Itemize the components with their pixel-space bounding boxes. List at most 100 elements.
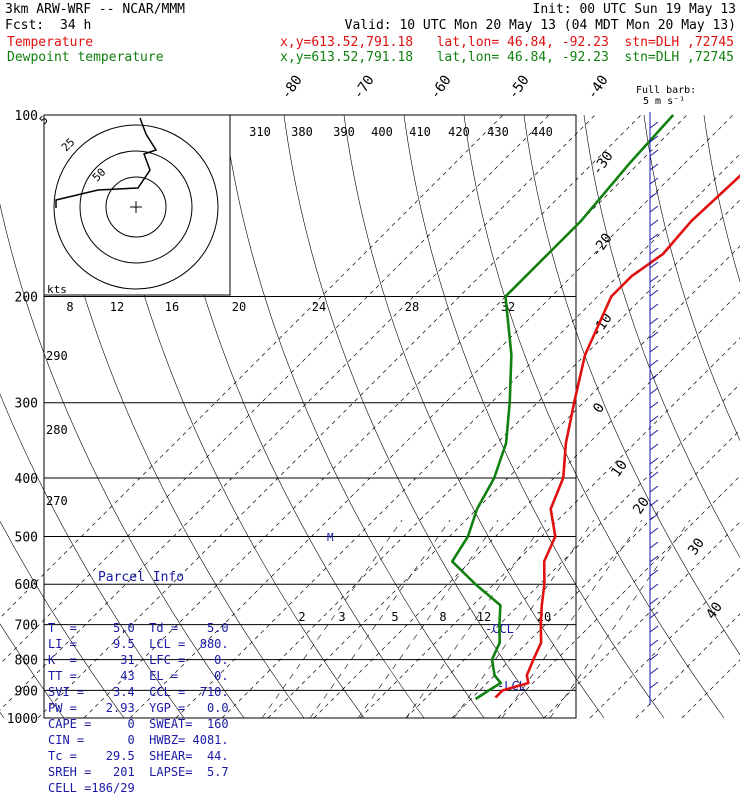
wind-barb	[649, 653, 659, 661]
wind-barb	[649, 317, 659, 325]
wind-barb	[649, 373, 659, 381]
skewt-grid	[0, 114, 740, 719]
temperature-label: Temperature	[7, 35, 94, 50]
wind-barb	[649, 569, 659, 577]
isotherm-line	[0, 114, 550, 665]
theta-label: 310	[249, 125, 271, 139]
wind-barb	[649, 303, 659, 311]
isotherm-label: -80	[278, 72, 306, 102]
wind-barbs	[649, 112, 659, 705]
dry-adiabat	[403, 114, 665, 719]
dry-adiabat	[463, 114, 725, 719]
parcel-info-row: PW = 2.93 YGP = 0.0	[48, 701, 229, 715]
mixing-ratio-label: 20	[537, 610, 551, 624]
mixing-ratio-label: 20	[232, 300, 246, 314]
theta-side-label: 280	[46, 423, 68, 437]
theta-label: 400	[371, 125, 393, 139]
wind-barb	[649, 527, 659, 535]
isotherm-label: -70	[350, 72, 378, 102]
dry-adiabat	[283, 114, 545, 719]
wind-barb	[649, 331, 659, 339]
isotherm-label: 20	[630, 494, 653, 517]
full-barb-unit: 5 m s⁻¹	[643, 96, 685, 107]
parcel-info-row: LI = 9.5 LCL = 880.	[48, 637, 229, 651]
full-barb-note: Full barb:	[636, 85, 696, 96]
mixing-ratio-label: 2	[298, 610, 305, 624]
wind-barb	[649, 583, 659, 591]
wind-barb	[649, 513, 659, 521]
mixing-ratio-line	[309, 519, 451, 719]
wind-barb	[649, 597, 659, 605]
mixing-ratio-label: 8	[439, 610, 446, 624]
isotherm-line	[0, 114, 596, 711]
wind-barb	[649, 289, 659, 297]
isotherm-line	[359, 337, 740, 719]
fcst-label: Fcst:	[5, 18, 45, 33]
wind-barb	[649, 611, 659, 619]
parcel-info-box: Parcel Info T = 5.0 Td = 5.0 LI = 9.5 LCL…	[48, 538, 234, 812]
dewpoint-trace	[450, 114, 675, 701]
theta-side-label: 290	[46, 349, 68, 363]
valid-time: Valid: 10 UTC Mon 20 May 13 (04 MDT Mon …	[344, 18, 736, 33]
isotherm-line	[221, 199, 740, 719]
pressure-tick-label: 900	[15, 684, 38, 699]
wind-barb	[649, 345, 659, 353]
pressure-tick-label: 400	[15, 472, 38, 487]
isotherm-label: 30	[685, 535, 708, 558]
isotherm-line	[313, 291, 740, 719]
mixing-ratio-line	[549, 519, 691, 719]
dry-adiabat	[643, 114, 740, 442]
pressure-tick-label: 800	[15, 654, 38, 669]
parcel-info-row: K = 31 LFC = 0.	[48, 653, 229, 667]
mixing-ratio-label: 16	[165, 300, 179, 314]
theta-label: 430	[487, 125, 509, 139]
theta-label: 420	[448, 125, 470, 139]
parcel-info-rows: T = 5.0 Td = 5.0 LI = 9.5 LCL = 880. K = 3…	[48, 620, 234, 796]
temperature-info: x,y=613.52,791.18 lat,lon= 46.84, -92.23…	[280, 35, 734, 50]
theta-label: 380	[291, 125, 313, 139]
dewpoint-info: x,y=613.52,791.18 lat,lon= 46.84, -92.23…	[280, 50, 734, 65]
dry-adiabat	[523, 114, 740, 656]
wind-barb	[649, 359, 659, 367]
pressure-tick-label: 700	[15, 619, 38, 634]
wind-barb	[649, 261, 659, 269]
pressure-tick-label: 100	[15, 109, 38, 124]
hodograph-ring	[79, 150, 193, 264]
isotherm-label: -20	[588, 230, 616, 260]
dry-adiabat	[703, 114, 740, 283]
dry-adiabat	[0, 203, 245, 719]
pressure-tick-label: 200	[15, 291, 38, 306]
dry-adiabat	[223, 114, 485, 719]
wind-barb	[649, 457, 659, 465]
isotherm-label: 10	[608, 457, 631, 480]
wind-barb	[649, 135, 659, 143]
wind-barb	[649, 415, 659, 423]
mixing-ratio-label: 3	[338, 610, 345, 624]
fcst-value: 34 h	[60, 18, 92, 33]
mixing-ratio-label: 8	[66, 300, 73, 314]
isotherm-line	[497, 475, 740, 719]
parcel-info-row: CELL =186/29	[48, 781, 229, 795]
parcel-info-row: SVI = 3.4 CCL = 710.	[48, 685, 229, 699]
wind-barb	[649, 429, 659, 437]
wind-barb	[649, 639, 659, 647]
dry-adiabat	[0, 393, 185, 719]
theta-label: 390	[333, 125, 355, 139]
dry-adiabat	[0, 623, 65, 719]
wind-barb	[649, 485, 659, 493]
m-label: M	[327, 531, 334, 544]
theta-label: 440	[531, 125, 553, 139]
wind-barb	[649, 541, 659, 549]
theta-side-label: 270	[46, 494, 68, 508]
isotherm-line	[681, 659, 740, 719]
wind-barb	[649, 681, 659, 689]
temperature-trace	[494, 174, 740, 699]
wind-barb	[649, 275, 659, 283]
hodograph-ring	[53, 124, 219, 290]
isotherm-line	[175, 153, 740, 719]
isotherm-label: 0	[590, 400, 608, 416]
mixing-ratio-label: 28	[405, 300, 419, 314]
model-title: 3km ARW-WRF -- NCAR/MMM	[5, 2, 186, 17]
isotherm-label: -60	[427, 72, 455, 102]
